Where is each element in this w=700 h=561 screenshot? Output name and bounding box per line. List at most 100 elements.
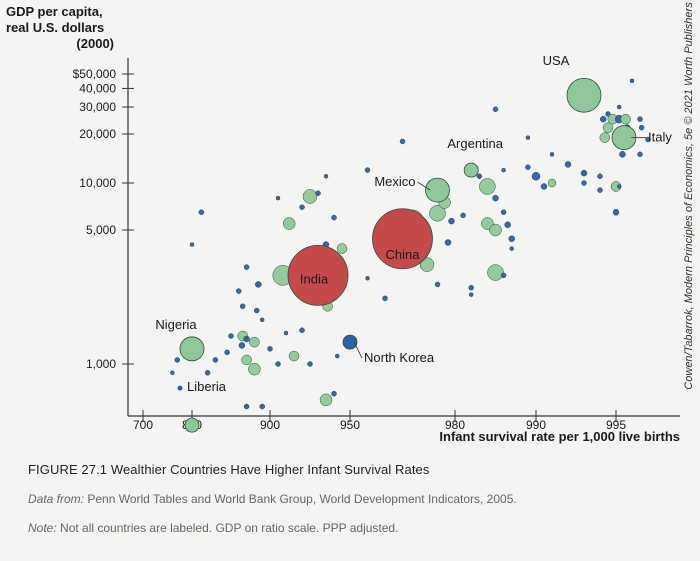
country-point	[189, 242, 195, 247]
country-point-liberia	[184, 417, 200, 433]
x-tick-label: 900	[260, 418, 280, 432]
country-point	[508, 235, 515, 243]
country-point	[282, 217, 296, 230]
country-point	[212, 357, 219, 363]
country-point	[365, 276, 370, 281]
country-point	[241, 354, 252, 366]
y-tick-label: 30,000	[79, 100, 116, 114]
country-point	[547, 178, 557, 188]
country-point	[174, 357, 181, 363]
source-prefix: Data from:	[28, 492, 85, 506]
country-point	[637, 151, 643, 158]
country-point	[419, 257, 435, 272]
country-point	[580, 169, 588, 177]
y-axis-title: GDP per capita, real U.S. dollars (2000)	[6, 4, 114, 51]
country-labels: USA Italy Argentina Mexico China India North K…	[155, 53, 672, 394]
country-point	[564, 161, 572, 168]
country-point	[489, 223, 502, 237]
country-point	[616, 104, 622, 110]
country-point	[645, 136, 651, 143]
country-point	[468, 284, 474, 291]
country-label: Liberia	[187, 379, 227, 394]
country-point	[501, 167, 506, 173]
country-point-argentina	[463, 162, 479, 178]
y-tick-label: 1,000	[86, 357, 116, 371]
country-point	[238, 342, 246, 349]
country-point	[487, 264, 504, 281]
country-point	[638, 124, 645, 131]
country-point	[331, 390, 337, 397]
country-label: Nigeria	[155, 317, 197, 332]
country-point	[236, 288, 242, 294]
country-point	[399, 138, 406, 145]
country-point	[198, 209, 205, 215]
axes	[127, 58, 680, 417]
country-point	[429, 205, 446, 222]
country-label: China	[386, 247, 421, 262]
country-point	[460, 212, 466, 219]
country-label: India	[300, 271, 329, 286]
y-tick-label: $50,000	[73, 67, 117, 81]
country-point	[605, 111, 611, 117]
country-label: Mexico	[374, 174, 415, 189]
figure-caption-title: FIGURE 27.1 Wealthier Countries Have Hig…	[28, 462, 430, 477]
country-point	[228, 333, 234, 339]
country-point	[616, 184, 622, 189]
country-point	[243, 403, 250, 410]
country-point	[581, 180, 587, 186]
note-text: Not all countries are labeled. GDP on ra…	[56, 521, 399, 535]
country-label: USA	[543, 53, 570, 68]
country-point	[224, 349, 230, 356]
country-point-china	[372, 208, 433, 270]
country-point	[504, 221, 511, 229]
x-tick-label: 990	[526, 418, 546, 432]
country-point	[275, 195, 281, 201]
country-point	[492, 194, 499, 202]
country-point	[331, 214, 337, 221]
country-point	[307, 361, 313, 367]
country-point	[509, 246, 514, 251]
country-point	[599, 115, 607, 123]
country-point	[525, 135, 531, 140]
country-point	[597, 173, 603, 180]
country-point-usa	[566, 77, 602, 113]
country-point	[364, 167, 371, 173]
country-point	[248, 362, 261, 376]
liberia-marker	[177, 385, 183, 391]
country-point	[243, 335, 250, 343]
country-point	[315, 190, 321, 196]
source-line: Data from: Penn World Tables and World B…	[28, 492, 517, 506]
country-point	[637, 116, 643, 122]
country-point	[319, 393, 333, 407]
country-point	[259, 403, 265, 410]
x-tick-label: 980	[445, 418, 465, 432]
country-point	[468, 292, 474, 297]
country-point-india	[287, 244, 349, 306]
country-point	[629, 78, 635, 84]
y-axis-title-line-1: GDP per capita,	[6, 4, 103, 19]
country-point	[540, 183, 548, 190]
y-axis-title-line-2: real U.S. dollars	[6, 20, 104, 35]
country-point	[275, 361, 281, 367]
country-point	[434, 281, 441, 288]
label-leader-line	[353, 341, 363, 359]
y-tick-label: 40,000	[79, 81, 116, 95]
country-point	[334, 353, 340, 359]
source-text: Penn World Tables and World Bank Group, …	[84, 492, 517, 506]
y-tick-label: 5,000	[86, 223, 116, 237]
country-point	[612, 208, 620, 216]
country-point	[444, 239, 452, 246]
country-point	[299, 327, 305, 333]
country-point	[599, 132, 611, 143]
x-tick-label: 950	[340, 418, 360, 432]
country-point	[336, 243, 348, 254]
country-point	[525, 164, 531, 170]
country-point	[239, 303, 246, 310]
data-points	[170, 77, 651, 433]
country-point	[448, 217, 455, 225]
country-point	[299, 204, 305, 210]
country-point	[267, 346, 273, 352]
country-point	[255, 281, 262, 288]
country-point	[500, 209, 507, 215]
country-point	[597, 187, 603, 193]
